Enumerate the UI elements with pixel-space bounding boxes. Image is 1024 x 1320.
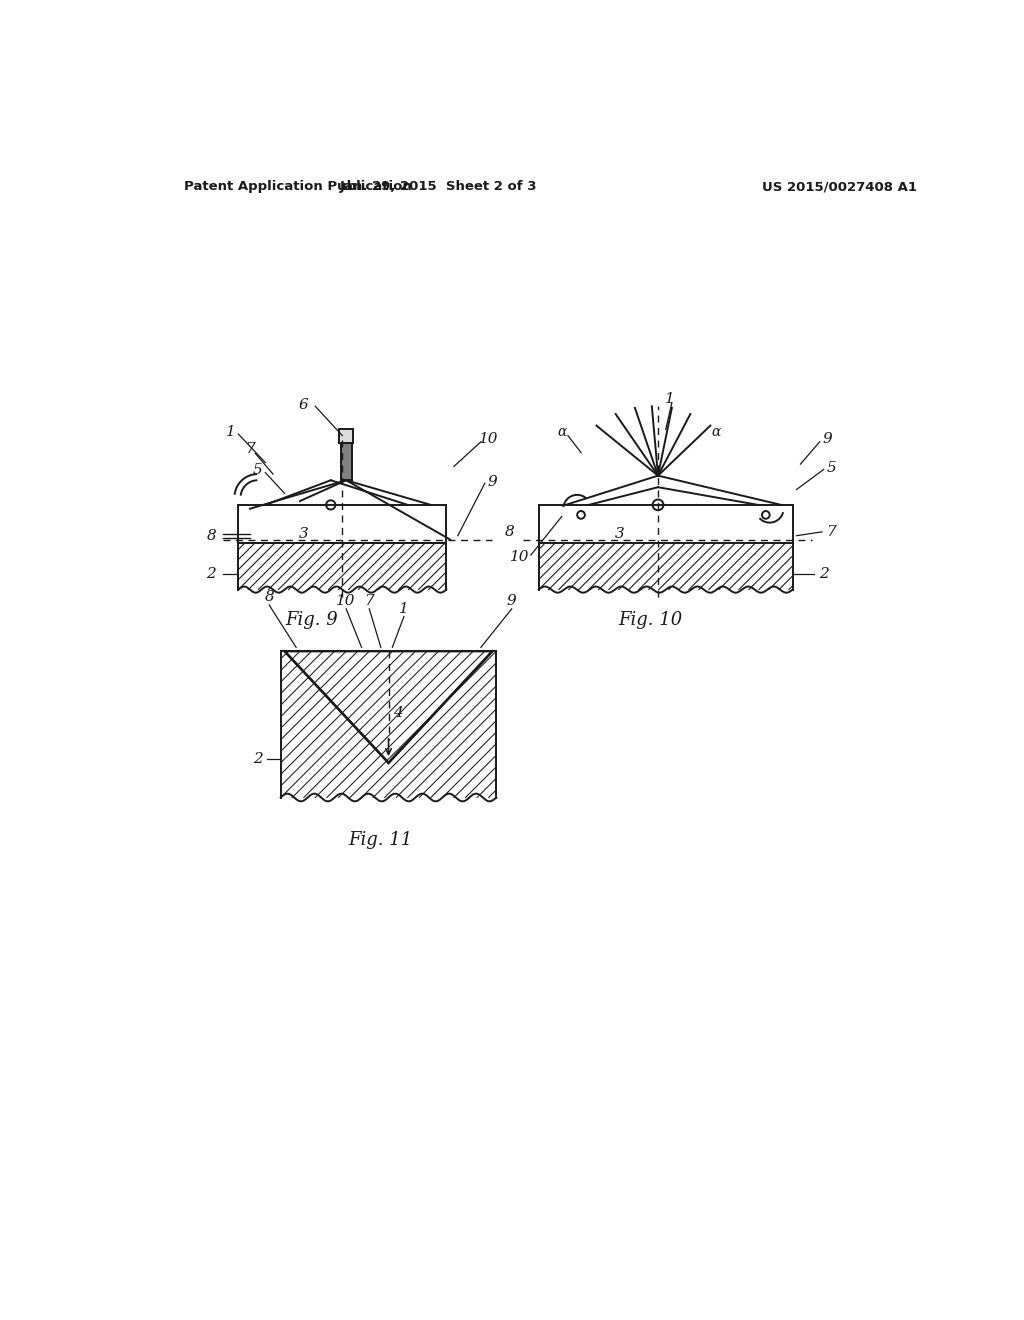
Text: 9: 9 bbox=[507, 594, 516, 609]
Text: α: α bbox=[711, 425, 721, 438]
Text: 8: 8 bbox=[505, 525, 514, 539]
Text: 3: 3 bbox=[299, 527, 308, 541]
Text: 6: 6 bbox=[299, 397, 308, 412]
Text: Fig. 10: Fig. 10 bbox=[618, 611, 682, 630]
Text: Fig. 9: Fig. 9 bbox=[285, 611, 338, 630]
Text: 7: 7 bbox=[365, 594, 374, 609]
Text: 1: 1 bbox=[225, 425, 236, 438]
Text: 10: 10 bbox=[337, 594, 356, 609]
Text: Patent Application Publication: Patent Application Publication bbox=[184, 181, 413, 194]
Text: 10: 10 bbox=[479, 433, 499, 446]
Text: 1: 1 bbox=[399, 602, 409, 616]
Text: 5: 5 bbox=[253, 463, 262, 478]
Text: 8: 8 bbox=[207, 529, 216, 543]
Text: Fig. 11: Fig. 11 bbox=[349, 830, 413, 849]
Text: 7: 7 bbox=[245, 442, 255, 457]
Text: US 2015/0027408 A1: US 2015/0027408 A1 bbox=[762, 181, 916, 194]
Text: α: α bbox=[557, 425, 566, 438]
Text: Jan. 29, 2015  Sheet 2 of 3: Jan. 29, 2015 Sheet 2 of 3 bbox=[340, 181, 538, 194]
Text: 9: 9 bbox=[822, 433, 833, 446]
Bar bbox=[339, 429, 353, 444]
Text: 2: 2 bbox=[207, 568, 216, 581]
Text: 9: 9 bbox=[487, 475, 498, 488]
Text: 2: 2 bbox=[253, 752, 262, 766]
Text: 3: 3 bbox=[614, 527, 625, 541]
Text: 5: 5 bbox=[826, 461, 837, 475]
Text: 10: 10 bbox=[510, 550, 529, 564]
Text: 8: 8 bbox=[264, 590, 274, 605]
Bar bbox=[341, 444, 351, 480]
Polygon shape bbox=[285, 651, 493, 763]
Text: 4: 4 bbox=[393, 706, 402, 719]
Text: 1: 1 bbox=[665, 392, 675, 405]
Text: 2: 2 bbox=[818, 568, 828, 581]
Text: 7: 7 bbox=[826, 525, 837, 539]
